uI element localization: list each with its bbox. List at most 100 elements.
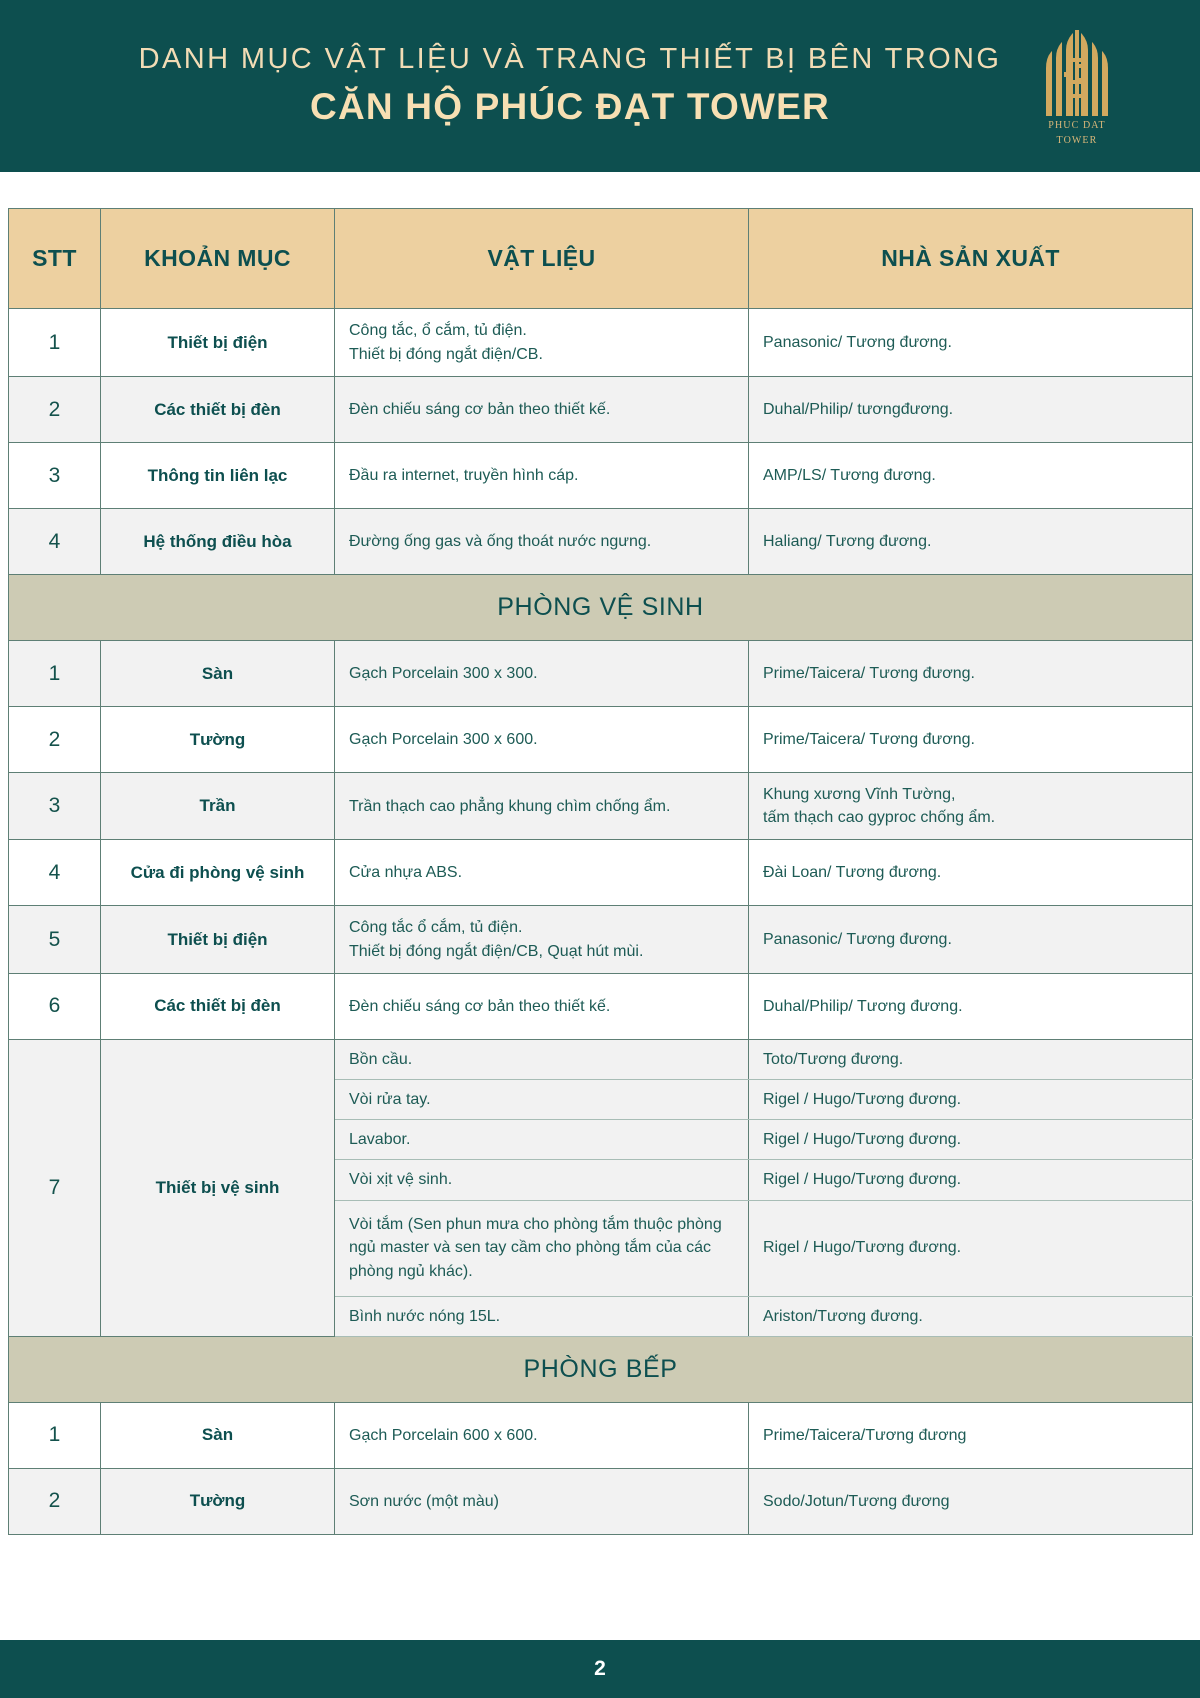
column-header-item: KHOẢN MỤC [100,208,335,309]
table-row: 5 Thiết bị điện Công tắc ổ cắm, tủ điện.… [8,905,1193,974]
materials-table-wrapper: STT KHOẢN MỤC VẬT LIỆU NHÀ SẢN XUẤT 1 Th… [0,172,1200,1535]
phuc-dat-tower-logo: PHUC DAT TOWER [1029,28,1125,153]
column-header-material: VẬT LIỆU [334,208,749,309]
table-row: 3 Trần Trần thạch cao phẳng khung chìm c… [8,771,1193,841]
table-row: 1 Sàn Gạch Porcelain 300 x 300. Prime/Ta… [8,640,1193,707]
cell-item: Sàn [100,1401,335,1469]
table-body: 1 Thiết bị điện Công tắc, ổ cắm, tủ điện… [8,308,1193,1535]
cell-material: Công tắc ổ cắm, tủ điện. Thiết bị đóng ng… [334,905,749,974]
cell-material: Vòi tắm (Sen phun mưa cho phòng tắm thuộ… [334,1199,749,1297]
table-row: Vòi tắm (Sen phun mưa cho phòng tắm thuộ… [9,1199,1193,1297]
cell-material: Gạch Porcelain 600 x 600. [334,1401,749,1469]
cell-manufacturer: Rigel / Hugo/Tương đương. [748,1159,1193,1201]
logo-text-line2: TOWER [1056,134,1098,146]
cell-manufacturer: AMP/LS/ Tương đương. [748,442,1193,509]
cell-manufacturer: Toto/Tương đương. [748,1038,1193,1080]
table-row: 2 Tường Sơn nước (một màu) Sodo/Jotun/Tư… [8,1467,1193,1535]
section-title-kitchen: PHÒNG BẾP [8,1335,1193,1403]
cell-item: Thiết bị vệ sinh [100,1038,335,1337]
cell-stt: 3 [8,771,101,841]
cell-item: Thông tin liên lạc [100,442,335,509]
logo-wordmark: PHUC DAT TOWER [1048,119,1105,148]
table-row: Bình nước nóng 15L. Ariston/Tương đương. [9,1295,1193,1337]
cell-stt: 2 [8,376,101,443]
page-footer: 2 [0,1640,1200,1698]
cell-material: Đèn chiếu sáng cơ bản theo thiết kế. [334,972,749,1040]
cell-material: Lavabor. [334,1119,749,1161]
table-row: Vòi xịt vệ sinh. Rigel / Hugo/Tương đươn… [9,1159,1193,1201]
cell-material: Đường ống gas và ống thoát nước ngưng. [334,508,749,575]
cell-item: Các thiết bị đèn [100,376,335,443]
table-row: 4 Hệ thống điều hòa Đường ống gas và ống… [8,508,1193,575]
cell-material: Sơn nước (một màu) [334,1467,749,1535]
cell-manufacturer: Đài Loan/ Tương đương. [748,839,1193,907]
cell-manufacturer: Prime/Taicera/ Tương đương. [748,640,1193,707]
cell-material: Đèn chiếu sáng cơ bản theo thiết kế. [334,376,749,443]
cell-manufacturer: Panasonic/ Tương đương. [748,905,1193,974]
cell-item: Trần [100,771,335,841]
cell-item: Hệ thống điều hòa [100,508,335,575]
cell-material: Gạch Porcelain 300 x 300. [334,640,749,707]
cell-stt: 4 [8,508,101,575]
table-row: 1 Thiết bị điện Công tắc, ổ cắm, tủ điện… [8,308,1193,377]
cell-item: Tường [100,706,335,773]
table-row: 6 Các thiết bị đèn Đèn chiếu sáng cơ bản… [8,972,1193,1040]
cell-material: Công tắc, ổ cắm, tủ điện. Thiết bị đóng n… [334,308,749,377]
cell-item: Thiết bị điện [100,308,335,377]
column-header-manufacturer: NHÀ SẢN XUẤT [748,208,1193,309]
table-row: Lavabor. Rigel / Hugo/Tương đương. [9,1119,1193,1161]
cell-stt: 1 [8,1401,101,1469]
materials-table: STT KHOẢN MỤC VẬT LIỆU NHÀ SẢN XUẤT 1 Th… [8,208,1193,1535]
cell-material: Bồn cầu. [334,1038,749,1080]
table-row: 4 Cửa đi phòng vệ sinh Cửa nhựa ABS. Đài… [8,839,1193,907]
section-title-bathroom: PHÒNG VỆ SINH [8,574,1193,641]
section-header-row: PHÒNG BẾP [8,1335,1193,1403]
section-header-row: PHÒNG VỆ SINH [8,574,1193,641]
page-title: CĂN HỘ PHÚC ĐẠT TOWER [310,86,830,128]
cell-manufacturer: Sodo/Jotun/Tương đương [748,1467,1193,1535]
cell-material: Vòi xịt vệ sinh. [334,1159,749,1201]
cell-material: Vòi rửa tay. [334,1078,749,1121]
cell-item: Cửa đi phòng vệ sinh [100,839,335,907]
cell-item: Thiết bị điện [100,905,335,974]
table-row: Vòi rửa tay. Rigel / Hugo/Tương đương. [9,1078,1193,1121]
logo-text-line1: PHUC DAT [1048,120,1106,131]
cell-material: Gạch Porcelain 300 x 600. [334,706,749,773]
table-head: STT KHOẢN MỤC VẬT LIỆU NHÀ SẢN XUẤT [8,208,1193,309]
cell-stt: 2 [8,1467,101,1535]
cell-manufacturer: Prime/Taicera/ Tương đương. [748,706,1193,773]
table-row: 2 Tường Gạch Porcelain 300 x 600. Prime/… [8,706,1193,773]
cell-stt: 7 [8,1038,101,1337]
cell-stt: 4 [8,839,101,907]
cell-manufacturer: Duhal/Philip/ tươngđương. [748,376,1193,443]
cell-item: Tường [100,1467,335,1535]
cell-stt: 2 [8,706,101,773]
cell-manufacturer: Prime/Taicera/Tương đương [748,1401,1193,1469]
cell-material: Bình nước nóng 15L. [334,1295,749,1337]
header-titles: DANH MỤC VẬT LIỆU VÀ TRANG THIẾT BỊ BÊN … [139,41,1062,131]
cell-manufacturer: Ariston/Tương đương. [748,1295,1193,1337]
table-row: 3 Thông tin liên lạc Đầu ra internet, tr… [8,442,1193,509]
cell-manufacturer: Duhal/Philip/ Tương đương. [748,972,1193,1040]
table-row: 2 Các thiết bị đèn Đèn chiếu sáng cơ bản… [8,376,1193,443]
cell-stt: 6 [8,972,101,1040]
column-header-stt: STT [8,208,101,309]
cell-material: Đầu ra internet, truyền hình cáp. [334,442,749,509]
page-number: 2 [594,1657,606,1680]
table-row: 7 Thiết bị vệ sinh Bồn cầu. Toto/Tương đ… [8,1038,1193,1337]
cell-manufacturer: Rigel / Hugo/Tương đương. [748,1199,1193,1297]
cell-stt: 1 [8,640,101,707]
cell-material: Cửa nhựa ABS. [334,839,749,907]
table-row: 1 Sàn Gạch Porcelain 600 x 600. Prime/Ta… [8,1401,1193,1469]
cell-manufacturer: Haliang/ Tương đương. [748,508,1193,575]
cell-material: Trần thạch cao phẳng khung chìm chống ẩm… [334,771,749,841]
cell-stt: 5 [8,905,101,974]
cell-manufacturer: Panasonic/ Tương đương. [748,308,1193,377]
cell-manufacturer: Rigel / Hugo/Tương đương. [748,1119,1193,1161]
cell-manufacturer: Rigel / Hugo/Tương đương. [748,1078,1193,1121]
cell-item: Sàn [100,640,335,707]
cell-manufacturer: Khung xương Vĩnh Tường, tấm thạch cao gyp… [748,771,1193,841]
cell-stt: 1 [8,308,101,377]
page-header-banner: DANH MỤC VẬT LIỆU VÀ TRANG THIẾT BỊ BÊN … [0,0,1200,172]
